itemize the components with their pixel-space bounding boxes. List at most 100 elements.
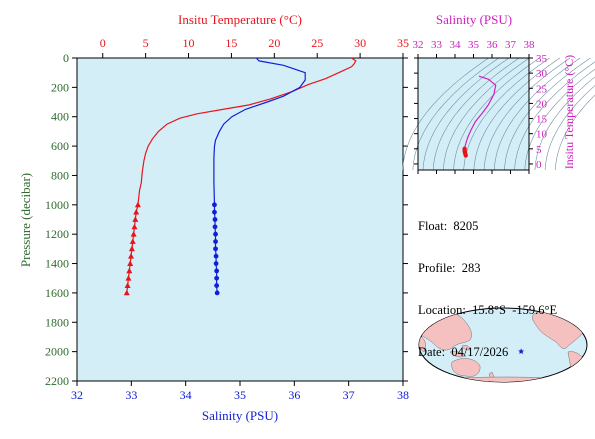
salinity-point	[212, 217, 218, 222]
pressure-axis-title: Pressure (decibar)	[18, 173, 33, 267]
temperature-axis-title: Insitu Temperature (°C)	[178, 12, 302, 27]
ts-salinity-title: Salinity (PSU)	[436, 12, 512, 27]
pressure-tick-label: 1400	[45, 257, 69, 271]
temperature-tick-label: 35	[397, 36, 409, 50]
density-contour	[524, 68, 595, 171]
temperature-tick-label: 20	[268, 36, 280, 50]
temperature-point	[130, 230, 137, 237]
temperature-point	[125, 275, 132, 281]
ts-salinity-tick-label: 34	[450, 39, 462, 51]
density-contour	[473, 57, 561, 171]
temperature-point	[123, 289, 130, 296]
density-contour	[432, 57, 520, 171]
float-location: Location: 15.8°S -159.6°E	[418, 303, 558, 317]
ts-plot-area	[417, 57, 530, 171]
density-contour	[514, 61, 595, 171]
salinity-tick-label: 36	[288, 388, 300, 402]
density-contour	[453, 57, 540, 171]
pressure-tick-label: 1800	[45, 315, 69, 329]
float-info-panel: Float: 8205 Profile: 283 Location: 15.8°…	[418, 191, 557, 373]
pressure-tick-label: 1200	[45, 227, 69, 241]
temperature-point	[132, 216, 139, 222]
salinity-tick-label: 37	[343, 388, 355, 402]
salinity-point	[212, 224, 218, 230]
density-contour	[555, 94, 595, 171]
salinity-point	[214, 275, 220, 281]
ts-salinity-tick-label: 32	[413, 39, 424, 51]
temperature-tick-label: 5	[143, 36, 149, 50]
density-contour	[494, 57, 581, 171]
ts-temperature-tick-label: 25	[536, 83, 548, 95]
land-australia	[451, 358, 481, 377]
pressure-tick-label: 1600	[45, 286, 69, 300]
profile-plot: Insitu Temperature (°C) Salinity (PSU) P…	[18, 12, 409, 423]
ts-salinity-tick-label: 35	[468, 39, 480, 51]
float-location-marker	[518, 348, 525, 355]
profile-axes: 0200400600800100012001400160018002000220…	[45, 36, 409, 402]
salinity-point	[214, 268, 220, 274]
density-contour	[422, 57, 510, 171]
float-id: Float: 8205	[418, 219, 479, 233]
density-contour	[402, 57, 489, 171]
temperature-point	[126, 267, 133, 274]
salinity-point	[213, 246, 218, 252]
ts-temperature-tick-label: 35	[536, 53, 548, 65]
density-contour	[412, 57, 499, 171]
temperature-tick-label: 15	[225, 36, 237, 50]
temperature-tick-label: 10	[183, 36, 195, 50]
density-contour	[534, 76, 595, 171]
ts-deep-point	[463, 153, 468, 158]
salinity-point	[212, 209, 217, 215]
pressure-tick-label: 600	[51, 139, 69, 153]
temperature-point	[133, 208, 140, 215]
salinity-point	[213, 239, 218, 244]
temperature-point	[131, 223, 138, 230]
pressure-tick-label: 2200	[45, 374, 69, 388]
ts-salinity-tick-label: 33	[431, 39, 443, 51]
profile-series	[123, 57, 357, 296]
salinity-point	[212, 202, 217, 208]
ts-salinity-tick-label: 36	[487, 39, 499, 51]
ts-temperature-tick-label: 0	[536, 159, 542, 171]
temperature-point	[129, 238, 136, 244]
ts-axes: 32 33 34 35 36 37 38 0 5 10 15 20 25 30 35	[413, 39, 548, 174]
salinity-tick-label: 33	[125, 388, 137, 402]
pressure-tick-label: 400	[51, 110, 69, 124]
ts-series	[462, 75, 497, 158]
profile-number: Profile: 283	[418, 261, 481, 275]
salinity-tick-label: 38	[397, 388, 409, 402]
salinity-axis-title: Salinity (PSU)	[202, 408, 278, 423]
ts-salinity-tick-label: 38	[524, 39, 536, 51]
salinity-tick-label: 35	[234, 388, 246, 402]
pressure-tick-label: 800	[51, 168, 69, 182]
temperature-tick-label: 25	[311, 36, 323, 50]
ts-salinity-tick-label: 37	[505, 39, 517, 51]
ts-temperature-title: Insitu Temperature (°C)	[562, 55, 576, 169]
density-contours	[402, 57, 595, 171]
density-contour	[483, 57, 571, 171]
ts-diagram: Salinity (PSU) Insitu Temperature (°C) 3…	[402, 12, 595, 174]
pressure-tick-label: 200	[51, 80, 69, 94]
salinity-point	[214, 283, 220, 288]
ts-temperature-tick-label: 5	[536, 144, 542, 156]
salinity-point	[213, 261, 219, 266]
ts-temperature-tick-label: 10	[536, 129, 548, 141]
salinity-tick-label: 34	[180, 388, 192, 402]
temperature-profile-line	[126, 57, 357, 293]
pressure-tick-label: 2000	[45, 345, 69, 359]
salinity-point	[214, 290, 220, 296]
temperature-tick-label: 30	[354, 36, 366, 50]
salinity-tick-label: 32	[71, 388, 83, 402]
temperature-point	[134, 201, 141, 208]
pressure-tick-label: 1000	[45, 198, 69, 212]
ts-temperature-tick-label: 20	[536, 98, 548, 110]
salinity-point	[213, 253, 219, 259]
temperature-tick-label: 0	[100, 36, 106, 50]
ts-temperature-tick-label: 15	[536, 114, 548, 126]
land-antarctica	[429, 376, 581, 382]
pressure-tick-label: 0	[63, 51, 69, 65]
temperature-point	[124, 282, 131, 288]
density-contour	[544, 85, 595, 171]
temperature-point	[128, 253, 135, 259]
